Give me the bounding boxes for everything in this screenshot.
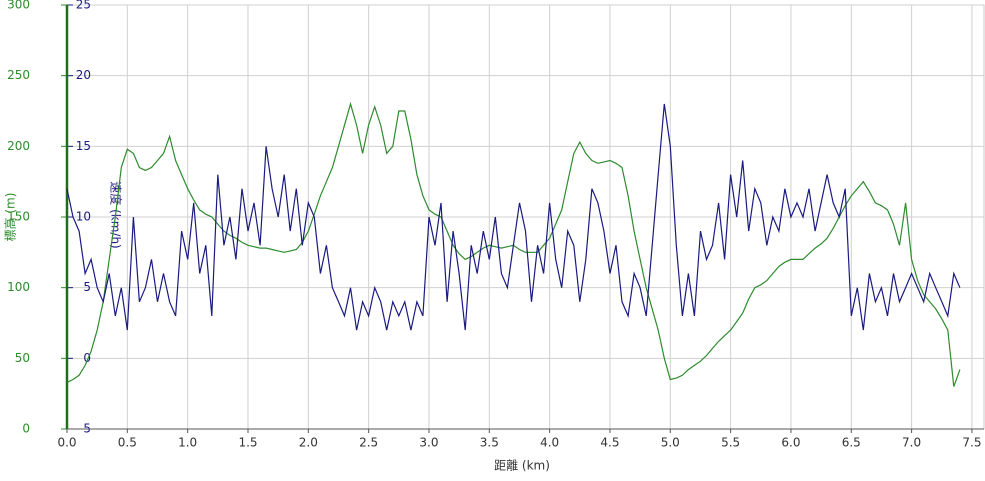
y-tick-label: 150	[7, 210, 30, 224]
x-tick-label: 6.5	[842, 436, 861, 450]
y-tick-label: 200	[7, 139, 30, 153]
y-tick-label: 50	[15, 351, 30, 365]
y-axis-title: 標高 (m)	[3, 193, 18, 242]
x-tick-label: 5.5	[721, 436, 740, 450]
y-tick-label: 250	[7, 68, 30, 82]
x-tick-label: 2.5	[359, 436, 378, 450]
y2-tick-label: 25	[76, 0, 91, 12]
x-tick-label: 7.0	[902, 436, 921, 450]
y2-tick-label: 20	[76, 68, 91, 82]
y-tick-label: 100	[7, 280, 30, 294]
x-tick-label: 0.5	[118, 436, 137, 450]
y2-tick-label: 0	[83, 351, 91, 365]
y2-tick-label: 5	[83, 280, 91, 294]
x-tick-label: 0.0	[57, 436, 76, 450]
x-tick-label: 7.5	[962, 436, 981, 450]
x-axis-title: 距離 (km)	[494, 459, 550, 473]
x-tick-label: 4.5	[600, 436, 619, 450]
x-tick-label: 3.0	[419, 436, 438, 450]
x-tick-label: 2.0	[299, 436, 318, 450]
y2-tick-label: 15	[76, 139, 91, 153]
x-tick-label: 3.5	[480, 436, 499, 450]
x-tick-label: 1.0	[178, 436, 197, 450]
line-series	[66, 103, 961, 331]
y2-tick-label: 10	[76, 210, 91, 224]
x-tick-label: 4.0	[540, 436, 559, 450]
x-tick-label: 1.5	[238, 436, 257, 450]
y-tick-label: 300	[7, 0, 30, 12]
x-tick-label: 5.0	[661, 436, 680, 450]
x-tick-label: 6.0	[781, 436, 800, 450]
y-tick-label: 0	[22, 422, 30, 436]
